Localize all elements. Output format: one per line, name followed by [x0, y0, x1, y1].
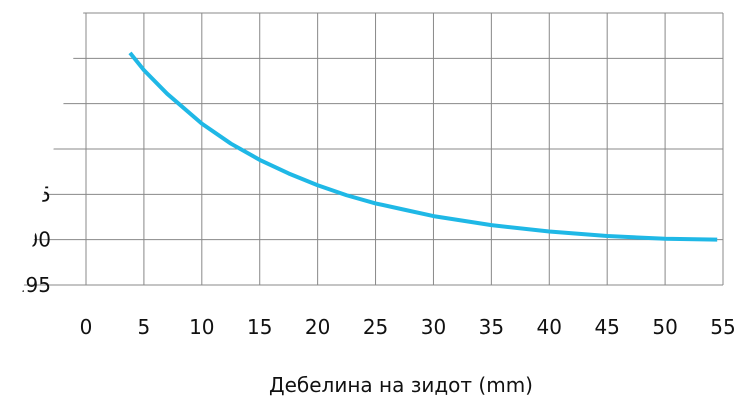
x-tick-label: 35: [479, 315, 504, 339]
x-tick-label: 30: [421, 315, 446, 339]
x-tick-label: 25: [363, 315, 388, 339]
x-tick-label: 50: [652, 315, 677, 339]
x-tick-label: 55: [710, 315, 735, 339]
x-tick-labels: 0 5 10 15 20 25 30 35 40 45 50 55: [80, 315, 736, 339]
x-tick-label: 10: [189, 315, 214, 339]
x-tick-label: 45: [594, 315, 619, 339]
grid: [0, 12, 724, 286]
cropped-edge-mask: [0, 0, 86, 395]
series-layer: [128, 51, 718, 242]
x-tick-label: 20: [305, 315, 330, 339]
x-axis-title: Дебелина на зидот (mm): [269, 373, 533, 397]
x-tick-label: 0: [80, 315, 93, 339]
series-line-0: [128, 51, 718, 242]
x-tick-label: 5: [138, 315, 151, 339]
x-tick-label: 15: [247, 315, 272, 339]
x-tick-label: 40: [537, 315, 562, 339]
